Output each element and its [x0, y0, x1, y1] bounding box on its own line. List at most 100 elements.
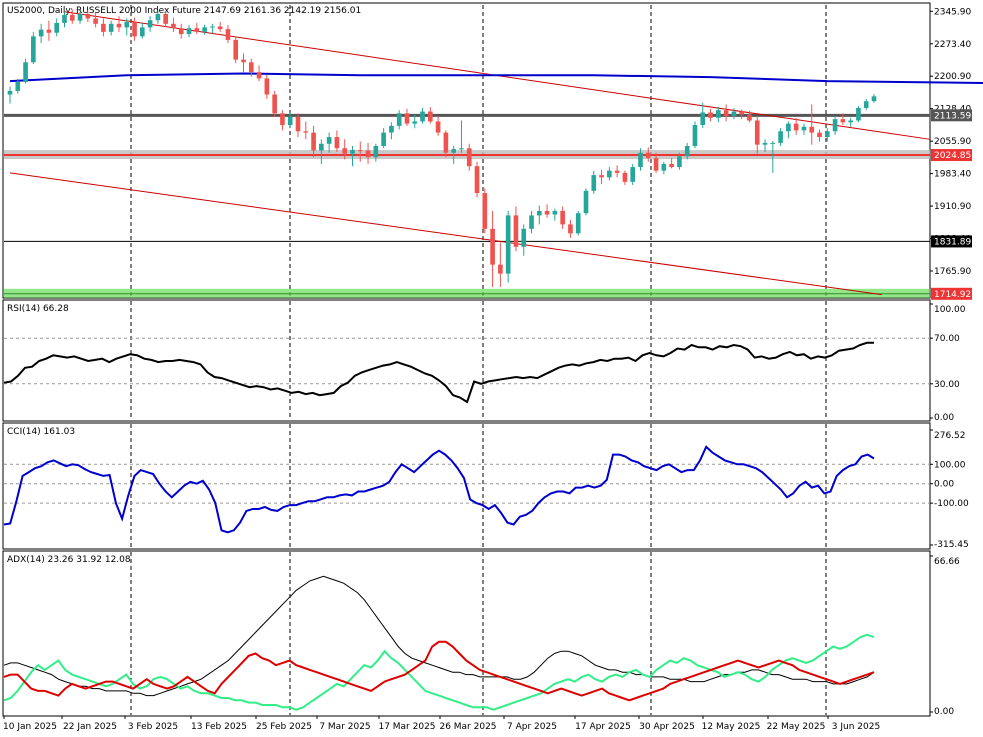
candle-body [280, 113, 285, 125]
candle-body [622, 172, 628, 182]
candle-body [716, 110, 721, 118]
candle-body [54, 22, 60, 33]
candle-body [669, 163, 674, 168]
candle-body [474, 166, 480, 194]
candle-body [747, 114, 752, 121]
candle-body [754, 120, 760, 145]
date-axis-label: 12 May 2025 [702, 722, 761, 732]
date-axis-label: 17 Apr 2025 [575, 722, 631, 732]
rsi-pane[interactable]: RSI(14) 66.28 [2, 299, 931, 422]
indicator-axis-label: 66.66 [934, 557, 960, 567]
indicator-axis-label: 30.00 [934, 380, 960, 390]
candle-body [856, 107, 861, 121]
candle-body [739, 111, 744, 115]
candle-body [638, 152, 643, 168]
candle-body [583, 190, 589, 214]
indicator-axis-label: 70.00 [934, 334, 960, 344]
candle-body [202, 27, 207, 32]
candle-body [793, 123, 799, 131]
candle-body [863, 101, 869, 108]
adx-pane[interactable]: ADX(14) 23.26 31.92 12.08 [2, 550, 931, 717]
moving-average-line [9, 72, 983, 84]
candle-body [319, 143, 324, 151]
candle-body [163, 13, 168, 24]
candle-body [560, 210, 565, 225]
price-axis-label: 1983.40 [934, 170, 971, 180]
candle-body [435, 121, 441, 133]
candle-body [459, 148, 464, 150]
candle-body [303, 131, 309, 133]
indicator-axis-label: 100.00 [934, 460, 966, 470]
candle-body [77, 13, 83, 21]
candle-body [568, 224, 573, 234]
candle-body [575, 213, 581, 234]
date-axis-label: 26 Mar 2025 [439, 722, 496, 732]
price-label-box [931, 109, 972, 122]
candle-body [645, 152, 651, 159]
price-label-text: 2113.59 [934, 111, 971, 121]
date-axis-label: 22 Jan 2025 [63, 722, 117, 732]
indicator-axis-label: 0.00 [934, 480, 954, 490]
candle-body [544, 210, 550, 215]
price-axis-label: 1910.90 [934, 202, 971, 212]
cci-title: CCI(14) 161.03 [7, 427, 75, 437]
candle-body [31, 36, 36, 63]
candle-body [108, 23, 114, 32]
candle-body [809, 126, 815, 133]
candle-body [101, 23, 106, 32]
indicator-line-di- [3, 640, 875, 702]
candle-body [770, 142, 776, 144]
candle-body [132, 22, 137, 37]
price-axis-label: 2055.90 [934, 137, 971, 147]
candle-body [155, 13, 161, 21]
symbol-label: US2000 [7, 6, 42, 16]
price-axis-label: 2200.90 [934, 72, 971, 82]
candle-body [599, 175, 604, 178]
candle-body [412, 121, 418, 124]
candle-body [840, 119, 846, 123]
date-axis-label: 13 Feb 2025 [191, 722, 247, 732]
candle-body [630, 167, 636, 182]
indicator-line-rsi-14- [3, 341, 874, 404]
chart-header: US2000, Daily: RUSSELL 2000 Index Future… [7, 6, 361, 16]
candle-body [373, 146, 379, 158]
price-axis-label: 2273.40 [934, 40, 971, 50]
candle-body [443, 132, 449, 153]
candle-body [178, 28, 184, 35]
candle-body [731, 111, 737, 117]
indicator-axis-label: -100.00 [934, 499, 969, 509]
indicator-axis-label: -315.45 [934, 540, 969, 550]
candle-body [225, 29, 231, 40]
candle-body [677, 156, 682, 168]
price-label-box [931, 287, 972, 300]
candle-body [381, 132, 386, 147]
date-axis-label: 7 Apr 2025 [507, 722, 557, 732]
price-label-text: 2024.85 [934, 151, 971, 161]
candle-body [357, 150, 363, 152]
candle-body [365, 150, 371, 158]
indicator-axis-label: 100.00 [934, 305, 966, 315]
price-axis-label: 2345.90 [934, 7, 971, 17]
candle-body [778, 131, 783, 143]
candle-body [264, 78, 270, 95]
price-label-text: 1831.89 [934, 237, 971, 247]
candle-body [817, 132, 822, 138]
price-label-box [931, 149, 972, 162]
candle-body [7, 90, 13, 95]
candle-body [295, 116, 301, 132]
candle-body [404, 113, 410, 124]
candle-body [93, 18, 98, 24]
price-label-box [931, 235, 972, 248]
candle-body [451, 149, 456, 153]
candle-body [466, 148, 472, 167]
date-axis-label: 10 Jan 2025 [3, 722, 57, 732]
date-axis-label: 3 Feb 2025 [128, 722, 178, 732]
candle-body [311, 132, 316, 151]
candle-body [482, 193, 488, 229]
candle-body [700, 112, 706, 125]
candle-body [521, 228, 527, 247]
candle-body [350, 150, 355, 154]
candle-body [708, 112, 713, 118]
price-axis-label: 1765.90 [934, 267, 971, 277]
